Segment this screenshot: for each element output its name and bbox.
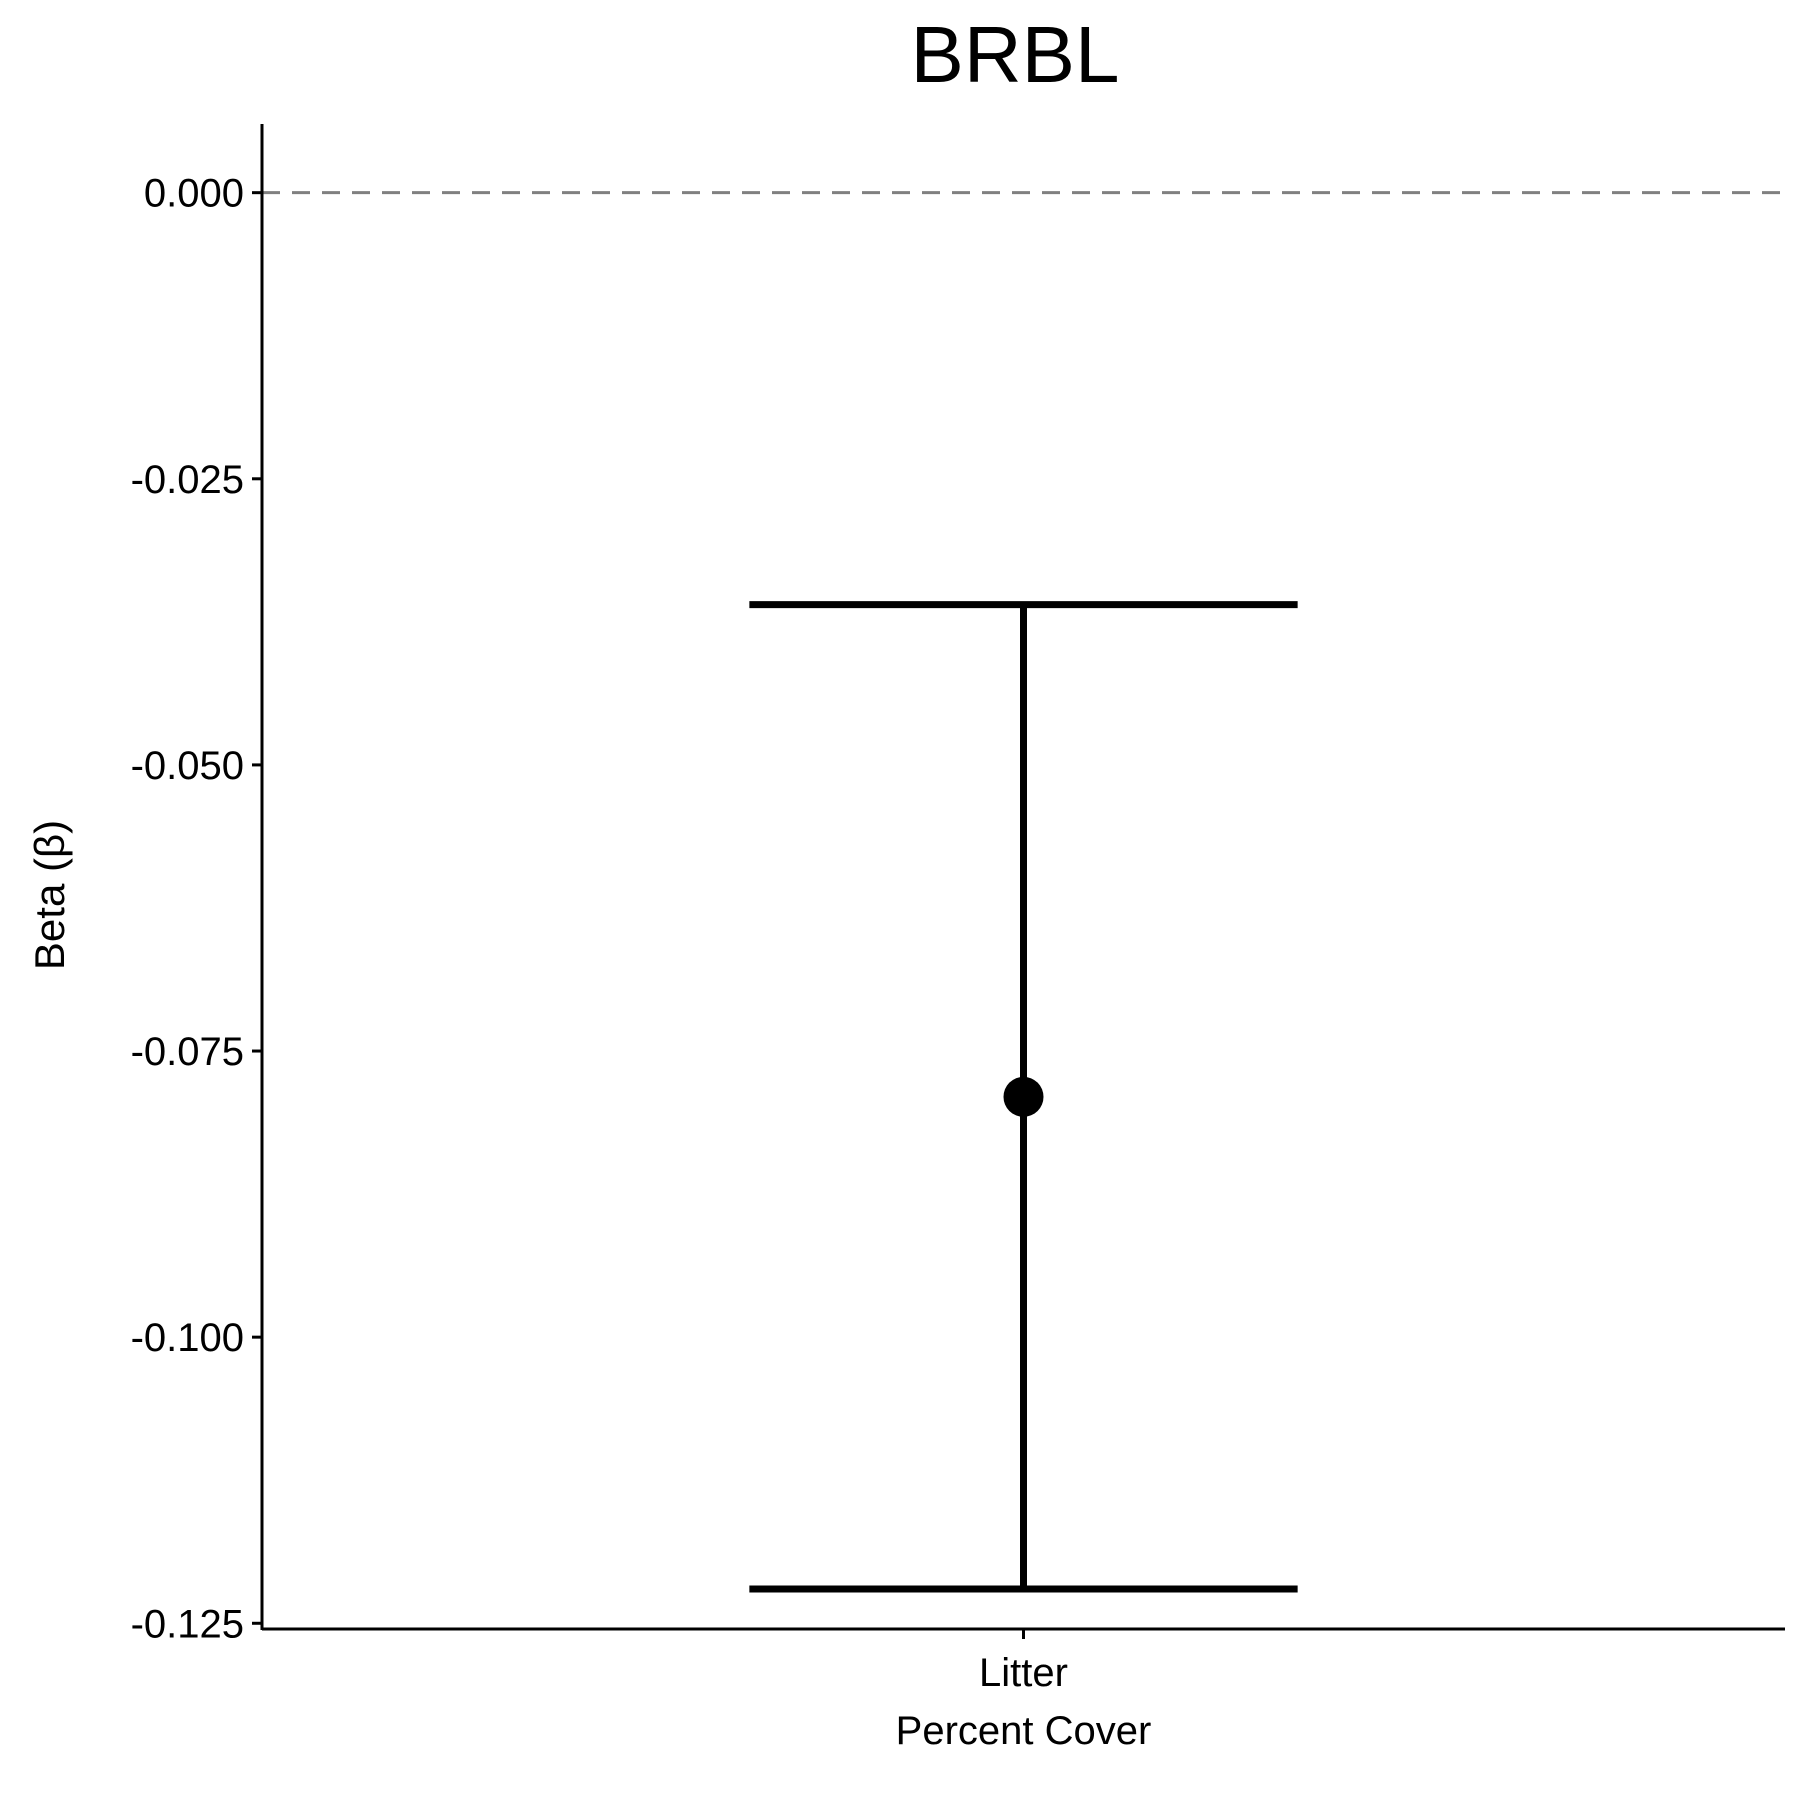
x-ticks-layer: Litter Percent Cover bbox=[896, 1629, 1152, 1753]
y-tick-label: 0.000 bbox=[144, 172, 244, 216]
y-axis-title: Beta (β) bbox=[26, 820, 73, 970]
chart-title: BRBL bbox=[911, 10, 1120, 99]
y-tick-label: -0.125 bbox=[131, 1602, 244, 1646]
point-estimate bbox=[1003, 1076, 1044, 1117]
marks-layer bbox=[749, 601, 1298, 1593]
y-tick-label: -0.075 bbox=[131, 1030, 244, 1074]
y-ticks-layer: 0.000 -0.025 -0.050 -0.075 -0.100 -0.125 bbox=[131, 172, 262, 1646]
x-tick-label: Litter Percent Cover bbox=[896, 1651, 1152, 1753]
y-tick-label: -0.050 bbox=[131, 744, 244, 788]
y-tick-label: -0.025 bbox=[131, 458, 244, 502]
y-tick-label: -0.100 bbox=[131, 1316, 244, 1360]
